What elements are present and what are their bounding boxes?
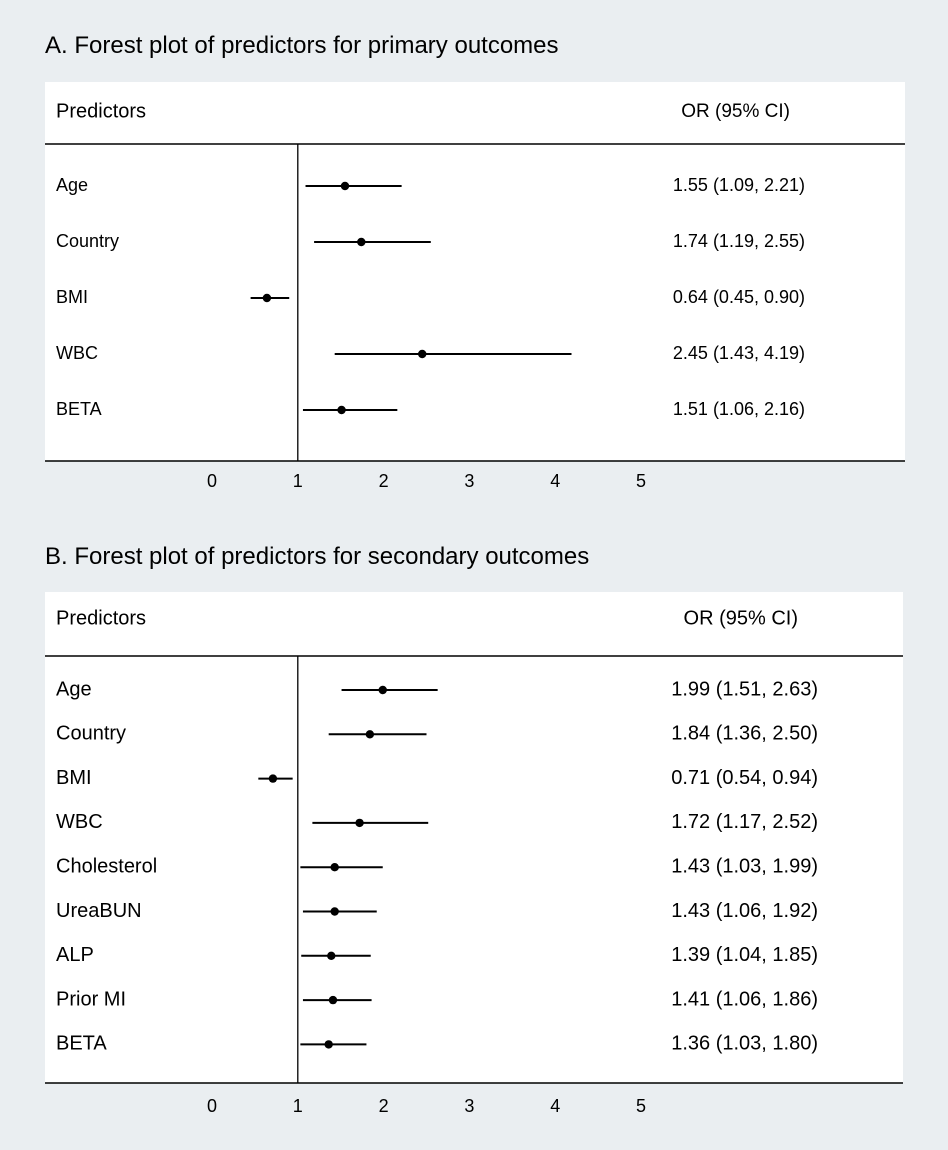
- panel-b-ci-text-bmi: 0.71 (0.54, 0.94): [671, 767, 818, 789]
- panel-b-row-label-beta: BETA: [56, 1033, 107, 1055]
- panel-b-header-predictors: Predictors: [56, 607, 146, 629]
- panel-b-ci-text-prior-mi: 1.41 (1.06, 1.86): [671, 988, 818, 1010]
- panel-b-row-label-country: Country: [56, 723, 126, 745]
- panel-b-x-tick-0: 0: [207, 1096, 217, 1116]
- panel-b-x-tick-3: 3: [464, 1096, 474, 1116]
- panel-a-ci-text-beta: 1.51 (1.06, 2.16): [673, 399, 805, 419]
- panel-a-point-country: [357, 237, 366, 247]
- panel-a-row-label-beta: BETA: [56, 399, 102, 419]
- panel-b-point-prior-mi: [328, 995, 338, 1005]
- panel-b-ci-text-alp: 1.39 (1.04, 1.85): [671, 944, 818, 966]
- panel-a-x-tick-4: 4: [550, 471, 560, 491]
- panel-a-row-label-age: Age: [56, 175, 88, 195]
- panel-b-point-ureabun: [330, 907, 339, 916]
- panel-b-ci-text-beta: 1.36 (1.03, 1.80): [671, 1033, 818, 1055]
- panel-b-x-tick-5: 5: [636, 1096, 646, 1116]
- panel-a-title: A. Forest plot of predictors for primary…: [45, 32, 559, 59]
- panel-a-point-bmi: [262, 293, 272, 303]
- panel-b-row-label-alp: ALP: [56, 944, 94, 966]
- panel-b-ci-text-country: 1.84 (1.36, 2.50): [671, 723, 818, 745]
- panel-a-header-or-ci: OR (95% CI): [681, 101, 790, 122]
- panel-a-ci-text-age: 1.55 (1.09, 2.21): [673, 175, 805, 195]
- panel-b-row-label-prior-mi: Prior MI: [56, 988, 126, 1010]
- panel-b-ci-text-ureabun: 1.43 (1.06, 1.92): [671, 900, 818, 922]
- panel-a-row-label-bmi: BMI: [56, 287, 88, 307]
- panel-b-point-bmi: [268, 774, 278, 783]
- panel-b-row-label-bmi: BMI: [56, 767, 92, 789]
- panel-b-title: B. Forest plot of predictors for seconda…: [45, 543, 590, 570]
- panel-b-row-label-cholesterol: Cholesterol: [56, 855, 157, 877]
- panel-b-x-tick-1: 1: [293, 1096, 303, 1116]
- panel-b-point-country: [365, 730, 375, 739]
- panel-a-header-predictors: Predictors: [56, 100, 146, 122]
- panel-b-row-label-age: Age: [56, 678, 92, 700]
- panel-a-ci-text-country: 1.74 (1.19, 2.55): [673, 231, 805, 251]
- panel-b-ci-text-cholesterol: 1.43 (1.03, 1.99): [671, 855, 818, 877]
- panel-b-row-label-ureabun: UreaBUN: [56, 900, 142, 922]
- panel-b-header-or-ci: OR (95% CI): [684, 607, 798, 629]
- panel-b-x-tick-4: 4: [550, 1096, 560, 1116]
- panel-a-x-tick-1: 1: [293, 471, 303, 491]
- panel-a-x-tick-0: 0: [207, 471, 217, 491]
- panel-a-x-tick-3: 3: [464, 471, 474, 491]
- panel-b-point-wbc: [355, 818, 364, 828]
- panel-b-point-age: [378, 685, 387, 695]
- panel-b-point-beta: [324, 1040, 333, 1049]
- panel-a-point-wbc: [418, 349, 427, 359]
- panel-a-ci-text-wbc: 2.45 (1.43, 4.19): [673, 343, 805, 363]
- panel-a-x-tick-5: 5: [636, 471, 646, 491]
- panel-b-ci-text-age: 1.99 (1.51, 2.63): [671, 678, 818, 700]
- panel-b-point-alp: [327, 951, 336, 960]
- panel-a-plot-area: [45, 82, 905, 461]
- panel-a-row-label-wbc: WBC: [56, 343, 98, 363]
- panel-a-row-label-country: Country: [56, 231, 119, 251]
- panel-b-point-cholesterol: [330, 863, 339, 872]
- panel-a-point-age: [340, 181, 350, 191]
- panel-a-point-beta: [337, 405, 346, 415]
- panel-b-ci-text-wbc: 1.72 (1.17, 2.52): [671, 811, 818, 833]
- panel-b-plot-area: [45, 592, 903, 1083]
- panel-a-ci-text-bmi: 0.64 (0.45, 0.90): [673, 287, 805, 307]
- panel-a-x-tick-2: 2: [379, 471, 389, 491]
- panel-b-x-tick-2: 2: [379, 1096, 389, 1116]
- panel-a-forest-plot: Predictors OR (95% CI) Age 1.55 (1.09, 2.21…: [45, 82, 905, 491]
- panel-b-row-label-wbc: WBC: [56, 811, 103, 833]
